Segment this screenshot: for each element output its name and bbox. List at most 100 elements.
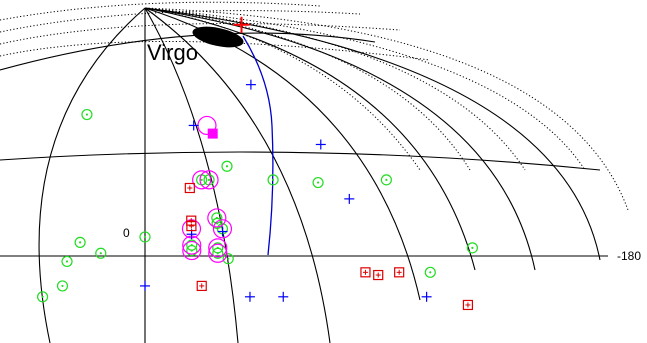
dotted-latitude-arc <box>0 23 401 45</box>
green-circle-ring <box>186 244 198 257</box>
red-square-box <box>186 220 197 232</box>
virgo-label: Virgo <box>147 40 198 65</box>
green-circle-point <box>56 280 69 292</box>
red-square-box <box>394 267 405 278</box>
red-square-cross <box>188 223 194 229</box>
blue-plus-point <box>140 280 150 291</box>
green-circle-ring <box>267 174 279 186</box>
green-circle-ring <box>95 247 107 259</box>
data-markers <box>36 16 478 311</box>
red-square-box <box>360 267 371 278</box>
green-circle-ring <box>380 174 392 186</box>
red-square-cross <box>187 185 193 191</box>
green-circle-point <box>212 247 224 259</box>
green-circle-dot <box>79 241 82 244</box>
virgo-cluster-blob <box>192 26 244 48</box>
green-circle-dot <box>216 252 219 255</box>
dotted-outer-boundary <box>144 7 629 211</box>
green-circle-dot <box>85 113 89 116</box>
green-circle-point <box>74 236 86 248</box>
green-circle-dot <box>143 235 147 239</box>
magenta-circle-point <box>182 240 202 261</box>
green-circle-dot <box>200 178 203 181</box>
green-circle-dot <box>271 178 275 181</box>
green-circle-ring <box>61 255 73 268</box>
green-circle-point <box>267 174 279 186</box>
dotted-meridian <box>144 7 471 171</box>
magenta-square-point <box>207 128 218 139</box>
blue-plus-point <box>244 291 255 302</box>
blue-plus-point <box>188 120 199 131</box>
green-circle-ring <box>36 291 49 303</box>
green-circle-ring <box>424 266 436 278</box>
blue-plus-point <box>278 291 289 302</box>
latitude-line <box>0 151 601 171</box>
dotted-meridian <box>144 7 421 171</box>
green-circle-dot <box>316 181 320 184</box>
coordinate-grid <box>0 1 629 343</box>
green-circle-ring <box>221 160 233 172</box>
blue-plus-point <box>315 139 326 150</box>
green-circle-point <box>61 255 73 268</box>
green-circle-point <box>186 244 198 257</box>
green-circle-dot <box>99 252 102 255</box>
red-square-box <box>184 182 195 194</box>
dotted-latitude-arc <box>0 10 361 33</box>
red-square-point <box>184 182 195 194</box>
green-circle-dot <box>227 257 230 260</box>
magenta-circle-point <box>199 170 219 190</box>
green-circle-point <box>424 266 436 278</box>
red-square-cross <box>362 269 368 275</box>
latitude-line <box>0 32 376 71</box>
green-circle-dot <box>61 284 64 288</box>
red-square-box <box>196 280 207 292</box>
green-circle-ring <box>466 242 478 254</box>
dotted-latitude-arc <box>0 1 321 21</box>
green-circle-dot <box>41 295 44 298</box>
green-circle-dot <box>225 165 229 168</box>
longitude-label-0: 0 <box>123 226 130 240</box>
red-square-point <box>186 220 197 232</box>
red-square-point <box>394 267 405 278</box>
red-plus-point <box>233 16 250 33</box>
green-circle-dot <box>385 178 388 181</box>
dotted-latitude-arc <box>0 40 431 61</box>
meridian-line <box>144 7 239 343</box>
green-circle-dot <box>207 178 211 181</box>
green-circle-dot <box>190 249 193 252</box>
green-circle-dot <box>429 271 432 274</box>
green-circle-point <box>221 160 233 172</box>
green-circle-point <box>222 253 234 265</box>
green-circle-point <box>203 174 215 186</box>
meridian-line <box>144 7 476 271</box>
green-circle-ring <box>222 253 234 265</box>
red-square-cross <box>199 283 205 289</box>
green-circle-point <box>380 174 392 186</box>
red-square-cross <box>396 269 402 275</box>
green-circle-ring <box>139 231 151 243</box>
meridian-line <box>144 7 331 343</box>
magenta-circle-point <box>208 243 228 263</box>
green-circle-ring <box>312 176 324 189</box>
red-square-box <box>373 269 384 281</box>
magenta-circle-point <box>212 219 233 239</box>
green-circle-ring <box>212 247 224 259</box>
green-circle-ring <box>81 108 93 121</box>
green-circle-point <box>36 291 49 303</box>
magenta-circle-point <box>207 208 227 228</box>
green-circle-dot <box>471 246 474 249</box>
red-square-point <box>462 299 474 311</box>
green-circle-ring <box>74 236 86 248</box>
red-square-box <box>462 299 474 311</box>
longitude-label-minus-180: -180 <box>617 249 641 263</box>
meridian-line <box>38 7 146 343</box>
red-square-point <box>373 269 384 281</box>
supergalactic-path-line <box>242 35 274 256</box>
blue-plus-point <box>421 291 432 302</box>
green-circle-point <box>312 176 324 189</box>
red-square-cross <box>465 302 471 308</box>
green-circle-dot <box>65 260 69 263</box>
meridian-line <box>144 7 536 271</box>
green-circle-point <box>95 247 107 259</box>
